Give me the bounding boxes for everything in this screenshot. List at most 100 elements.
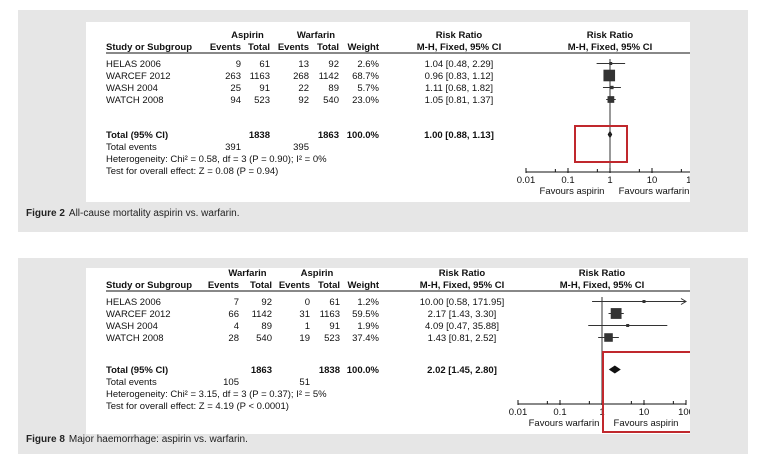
study-square — [610, 85, 614, 90]
forest-plot-2: Warfarin Aspirin Risk Ratio Risk Ratio Study… — [86, 268, 690, 434]
group2-header: Warfarin — [297, 30, 335, 41]
total1-cell: 91 — [259, 83, 270, 94]
events2-cell: 0 — [305, 297, 310, 308]
overall-effect-text: Test for overall effect: Z = 4.19 (P < 0… — [106, 401, 289, 412]
total-events2: 395 — [293, 142, 309, 153]
total-weight: 100.0% — [347, 365, 380, 376]
events1-cell: 94 — [230, 95, 241, 106]
total1-header: Total — [250, 280, 272, 291]
events1-cell: 66 — [228, 309, 239, 320]
study-square — [610, 308, 622, 319]
total2-cell: 1163 — [320, 309, 340, 320]
study-name: WASH 2004 — [106, 83, 158, 94]
highlight-box — [602, 351, 690, 433]
heterogeneity-text: Heterogeneity: Chi² = 0.58, df = 3 (P = … — [106, 154, 327, 165]
risk-ratio-title: Risk Ratio — [439, 268, 486, 279]
events1-cell: 7 — [234, 297, 239, 308]
total2-cell: 523 — [324, 333, 340, 344]
risk-ratio-title: Risk Ratio — [436, 30, 483, 41]
weight-cell: 68.7% — [352, 71, 379, 82]
figure-2-panel: Aspirin Warfarin Risk Ratio Risk Ratio Study… — [18, 10, 748, 232]
rr-method-plot-header: M-H, Fixed, 95% CI — [560, 280, 644, 291]
total1-cell: 1142 — [252, 309, 272, 320]
risk-ratio-cell: 0.96 [0.83, 1.12] — [425, 71, 494, 82]
study-square — [642, 300, 646, 303]
total2-cell: 89 — [328, 83, 339, 94]
events2-cell: 31 — [299, 309, 310, 320]
axis-tick-label: 10 — [639, 407, 650, 418]
forest-plot-1-svg: Aspirin Warfarin Risk Ratio Risk Ratio Study… — [106, 30, 690, 197]
weight-cell: 5.7% — [357, 83, 379, 94]
weight-cell: 1.2% — [357, 297, 379, 308]
risk-ratio-cell: 1.04 [0.48, 2.29] — [425, 59, 494, 70]
study-square — [609, 62, 613, 65]
axis-tick-label: 100 — [678, 407, 690, 418]
axis-tick-label: 10 — [647, 175, 658, 186]
total2-sum: 1838 — [319, 365, 340, 376]
pooled-diamond — [608, 365, 621, 374]
total-label: Total (95% CI) — [106, 365, 168, 376]
total2-sum: 1863 — [318, 130, 339, 141]
events2-cell: 92 — [298, 95, 309, 106]
total-risk-ratio: 2.02 [1.45, 2.80] — [427, 365, 497, 376]
risk-ratio-cell: 2.17 [1.43, 3.30] — [428, 309, 497, 320]
risk-ratio-cell: 4.09 [0.47, 35.88] — [425, 321, 499, 332]
ci-arrow — [680, 298, 687, 305]
axis-tick-label: 0.01 — [517, 175, 536, 186]
group1-header: Warfarin — [228, 268, 266, 279]
total-events-label: Total events — [106, 377, 157, 388]
events1-cell: 25 — [230, 83, 241, 94]
forest-plot-1: Aspirin Warfarin Risk Ratio Risk Ratio Study… — [86, 22, 690, 202]
total1-cell: 540 — [256, 333, 272, 344]
risk-ratio-plot-title: Risk Ratio — [587, 30, 634, 41]
axis-tick-label: 1 — [607, 175, 612, 186]
total1-cell: 523 — [254, 95, 270, 106]
figure-8-panel: Warfarin Aspirin Risk Ratio Risk Ratio Study… — [18, 258, 748, 454]
total2-cell: 61 — [329, 297, 340, 308]
total-events-label: Total events — [106, 142, 157, 153]
figure-8-caption: Figure 8 Major haemorrhage: aspirin vs. w… — [26, 434, 248, 445]
study-name: HELAS 2006 — [106, 59, 161, 70]
total-events1: 105 — [223, 377, 239, 388]
group2-header: Aspirin — [301, 268, 334, 279]
events1-cell: 4 — [234, 321, 239, 332]
caption-text: All-cause mortality aspirin vs. warfarin… — [68, 208, 240, 219]
favours-right-label: Favours aspirin — [614, 418, 679, 429]
events2-cell: 22 — [298, 83, 309, 94]
total-risk-ratio: 1.00 [0.88, 1.13] — [424, 130, 494, 141]
study-name: WATCH 2008 — [106, 333, 164, 344]
heterogeneity-text: Heterogeneity: Chi² = 3.15, df = 3 (P = … — [106, 389, 327, 400]
favours-left-label: Favours aspirin — [540, 186, 605, 197]
axis-tick-label: 0.1 — [553, 407, 566, 418]
risk-ratio-cell: 1.05 [0.81, 1.37] — [425, 95, 494, 106]
total1-cell: 89 — [261, 321, 272, 332]
rr-method-plot-header: M-H, Fixed, 95% CI — [568, 42, 652, 53]
total1-sum: 1838 — [249, 130, 270, 141]
study-square — [604, 333, 613, 342]
study-name: HELAS 2006 — [106, 297, 161, 308]
events2-cell: 13 — [298, 59, 309, 70]
weight-header: Weight — [348, 280, 380, 291]
total-weight: 100.0% — [347, 130, 380, 141]
total1-cell: 61 — [259, 59, 270, 70]
study-square — [626, 324, 630, 327]
events2-cell: 19 — [299, 333, 310, 344]
total1-cell: 1163 — [250, 71, 270, 82]
rr-method-header: M-H, Fixed, 95% CI — [420, 280, 504, 291]
study-name: WARCEF 2012 — [106, 309, 171, 320]
axis-tick-label: 0.1 — [561, 175, 574, 186]
events2-cell: 268 — [293, 71, 309, 82]
risk-ratio-cell: 1.43 [0.81, 2.52] — [428, 333, 497, 344]
weight-header: Weight — [348, 42, 380, 53]
study-column-header: Study or Subgroup — [106, 280, 192, 291]
events2-header: Events — [279, 280, 310, 291]
total1-header: Total — [248, 42, 270, 53]
total1-cell: 92 — [261, 297, 272, 308]
forest-plot-2-svg: Warfarin Aspirin Risk Ratio Risk Ratio Study… — [106, 268, 690, 433]
axis-tick-label: 0.01 — [509, 407, 528, 418]
total2-cell: 91 — [329, 321, 340, 332]
risk-ratio-cell: 10.00 [0.58, 171.95] — [420, 297, 505, 308]
rr-method-header: M-H, Fixed, 95% CI — [417, 42, 501, 53]
figure-label: Figure 2 — [26, 208, 65, 219]
total2-cell: 540 — [323, 95, 339, 106]
